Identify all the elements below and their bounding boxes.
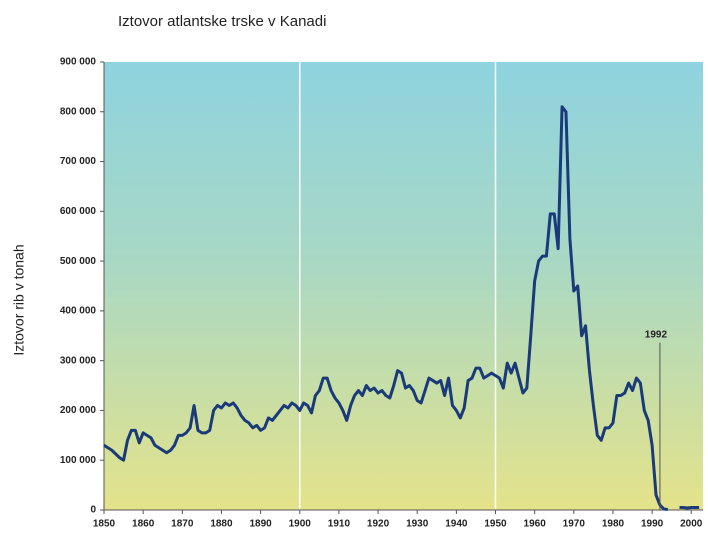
y-tick-label: 100 000 [60, 455, 97, 466]
y-tick-label: 800 000 [60, 106, 97, 117]
y-tick-label: 200 000 [60, 405, 97, 416]
x-tick-label: 1900 [289, 519, 312, 530]
x-tick-label: 1870 [171, 519, 194, 530]
y-tick-label: 0 [90, 505, 96, 516]
x-tick-label: 1950 [484, 519, 507, 530]
x-tick-label: 1990 [641, 519, 664, 530]
y-tick-label: 700 000 [60, 156, 97, 167]
x-tick-label: 1850 [93, 519, 116, 530]
plot-background [104, 62, 703, 510]
x-tick-label: 1880 [210, 519, 233, 530]
y-tick-label: 400 000 [60, 306, 97, 317]
x-tick-label: 1860 [132, 519, 155, 530]
y-tick-label: 900 000 [60, 57, 97, 68]
x-tick-label: 1980 [602, 519, 625, 530]
y-tick-label: 500 000 [60, 256, 97, 267]
x-tick-label: 1960 [524, 519, 547, 530]
chart: Iztovor atlantske trske v Kanadi Iztovor… [0, 0, 708, 533]
page: {"chart_data": {"type": "line", "title":… [0, 0, 708, 533]
x-tick-label: 1890 [249, 519, 272, 530]
chart-title: Iztovor atlantske trske v Kanadi [118, 13, 326, 30]
y-tick-label: 600 000 [60, 206, 97, 217]
y-axis-label: Iztovor rib v tonah [11, 244, 27, 355]
x-tick-label: 1930 [406, 519, 429, 530]
x-tick-label: 2000 [680, 519, 703, 530]
x-tick-label: 1920 [367, 519, 390, 530]
x-tick-label: 1940 [445, 519, 468, 530]
annotation-label: 1992 [645, 329, 668, 340]
y-tick-label: 300 000 [60, 355, 97, 366]
x-tick-label: 1910 [328, 519, 351, 530]
x-tick-label: 1970 [563, 519, 586, 530]
